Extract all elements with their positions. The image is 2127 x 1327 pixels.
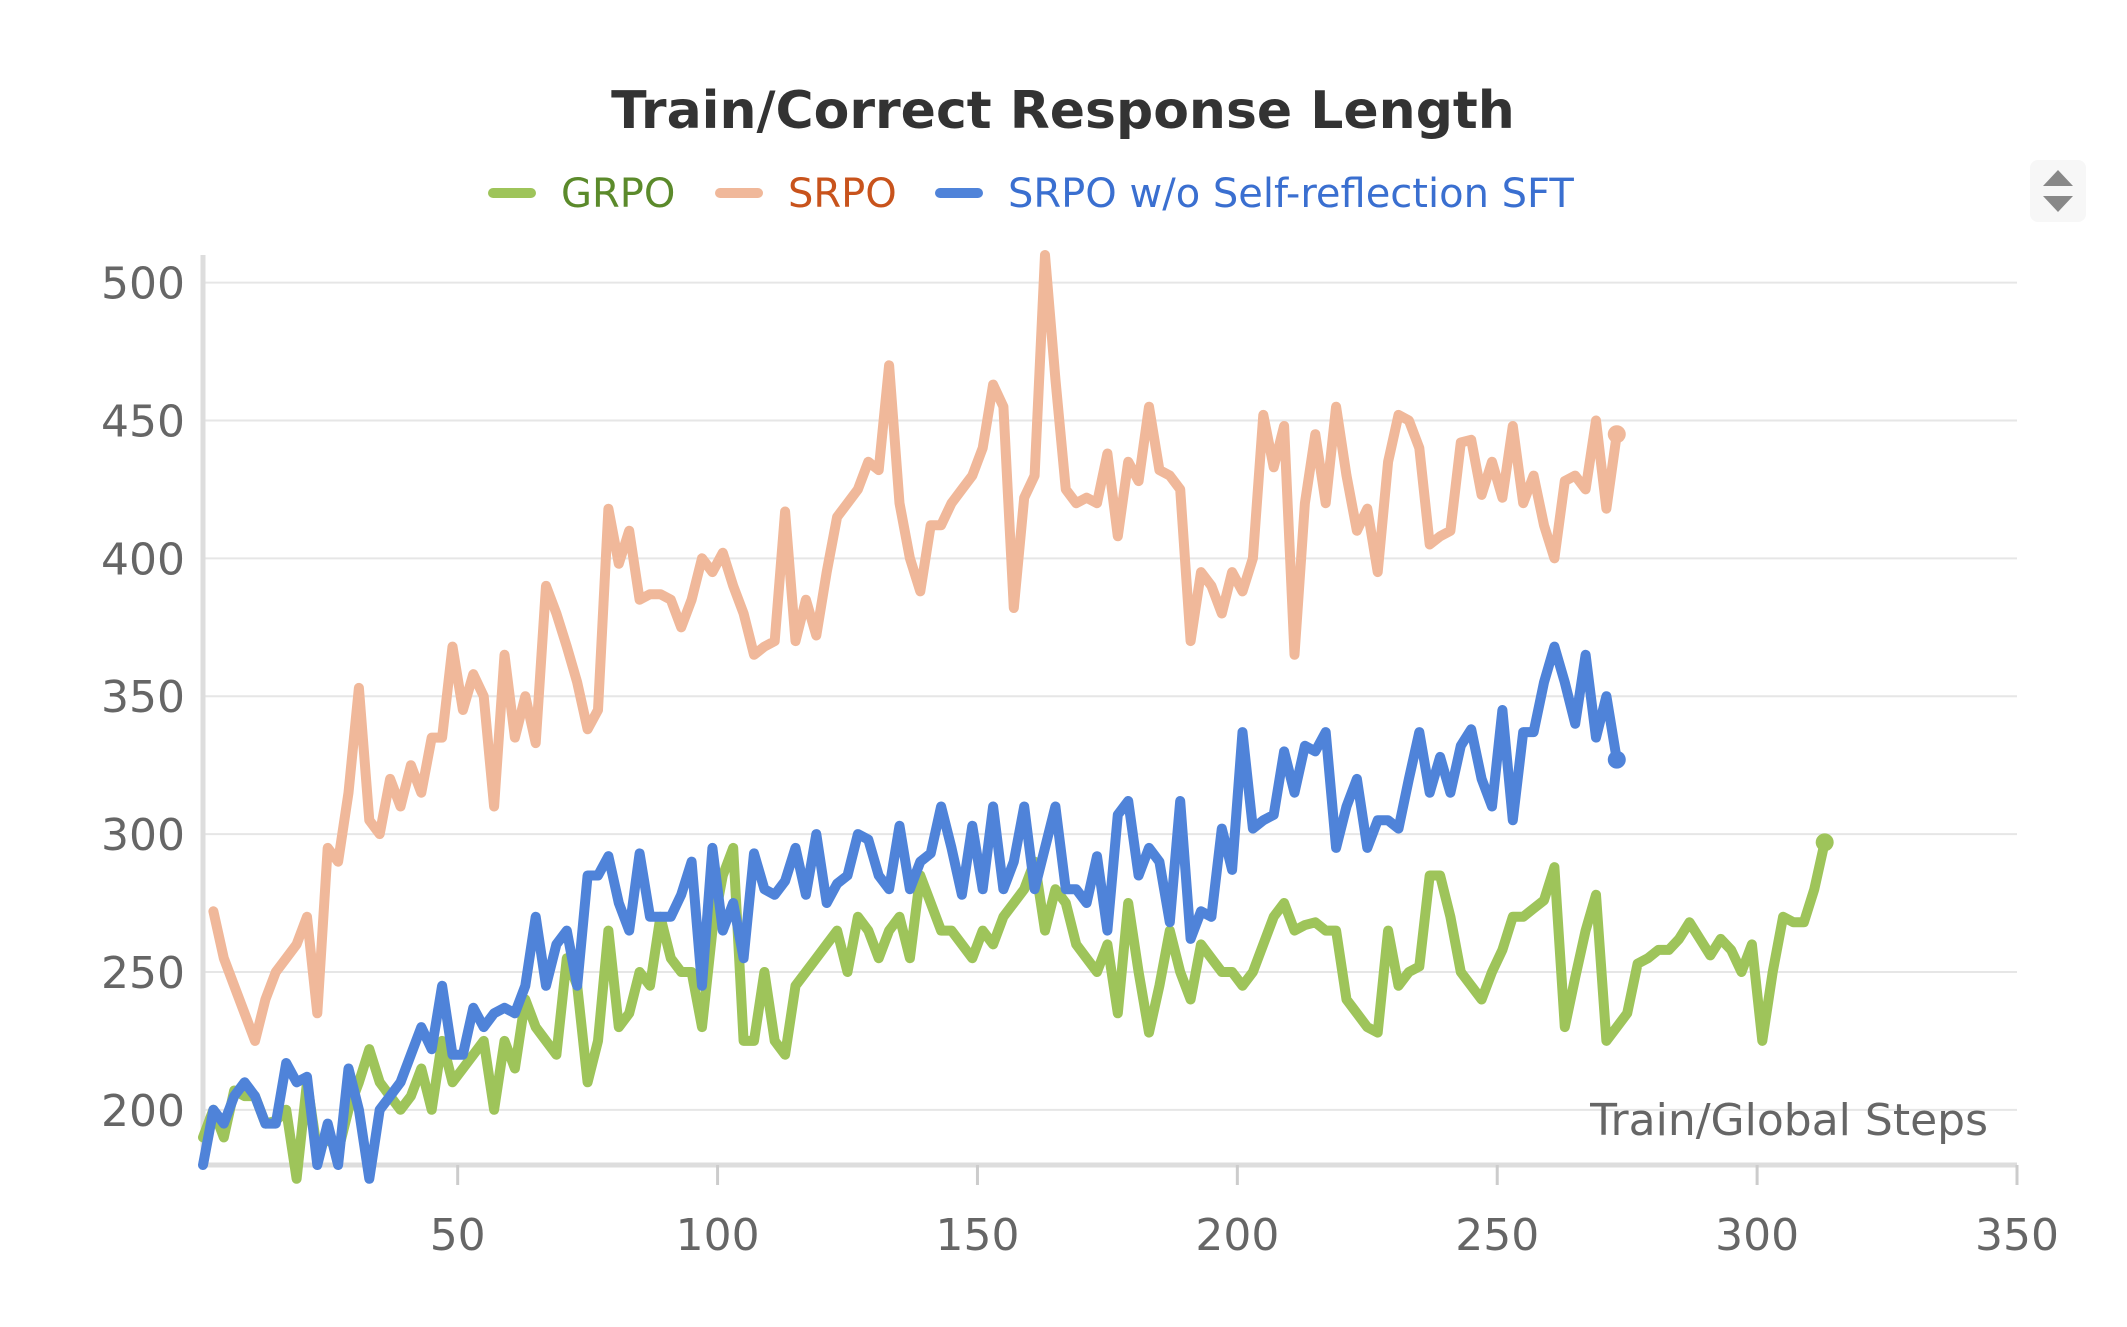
x-axis-title: Train/Global Steps (1589, 1095, 1988, 1146)
axes (200, 255, 2019, 1185)
chart-title: Train/Correct Response Length (611, 81, 1515, 141)
x-tick-label: 150 (935, 1210, 1019, 1261)
y-tick-label: 300 (101, 810, 185, 861)
legend: GRPO SRPO SRPO w/o Self-reflection SFT (488, 171, 1574, 217)
y-tick-label: 250 (101, 948, 185, 999)
y-tick-label: 350 (101, 672, 185, 723)
tick-labels: 200 250 300 350 400 450 500 50 100 150 200 250 300 35… (101, 259, 2059, 1261)
y-tick-label: 500 (101, 259, 185, 310)
legend-item-2[interactable]: SRPO (715, 171, 897, 217)
y-tick-label: 450 (101, 396, 185, 447)
x-tick-label: 100 (676, 1210, 760, 1261)
legend-scroll-icon[interactable] (2030, 160, 2086, 222)
x-tick-label: 50 (430, 1210, 486, 1261)
legend-item-3[interactable]: SRPO w/o Self-reflection SFT (935, 171, 1574, 217)
legend-label: SRPO (788, 171, 897, 217)
y-tick-label: 200 (101, 1086, 185, 1137)
legend-item-1[interactable]: GRPO (488, 171, 675, 217)
y-tick-label: 400 (101, 534, 185, 585)
x-tick-label: 300 (1715, 1210, 1799, 1261)
series-end-marker-3 (1607, 750, 1626, 769)
series-line-2 (208, 250, 1622, 1046)
series-line-3 (198, 641, 1622, 1184)
x-tick-label: 350 (1975, 1210, 2059, 1261)
legend-label: GRPO (561, 171, 675, 217)
series-end-marker-1 (1815, 833, 1834, 852)
series-layer (198, 250, 1834, 1184)
x-tick-label: 200 (1195, 1210, 1279, 1261)
series-end-marker-2 (1607, 425, 1626, 444)
x-tick-label: 250 (1455, 1210, 1539, 1261)
series-line-1 (198, 837, 1830, 1184)
legend-label: SRPO w/o Self-reflection SFT (1008, 171, 1574, 217)
